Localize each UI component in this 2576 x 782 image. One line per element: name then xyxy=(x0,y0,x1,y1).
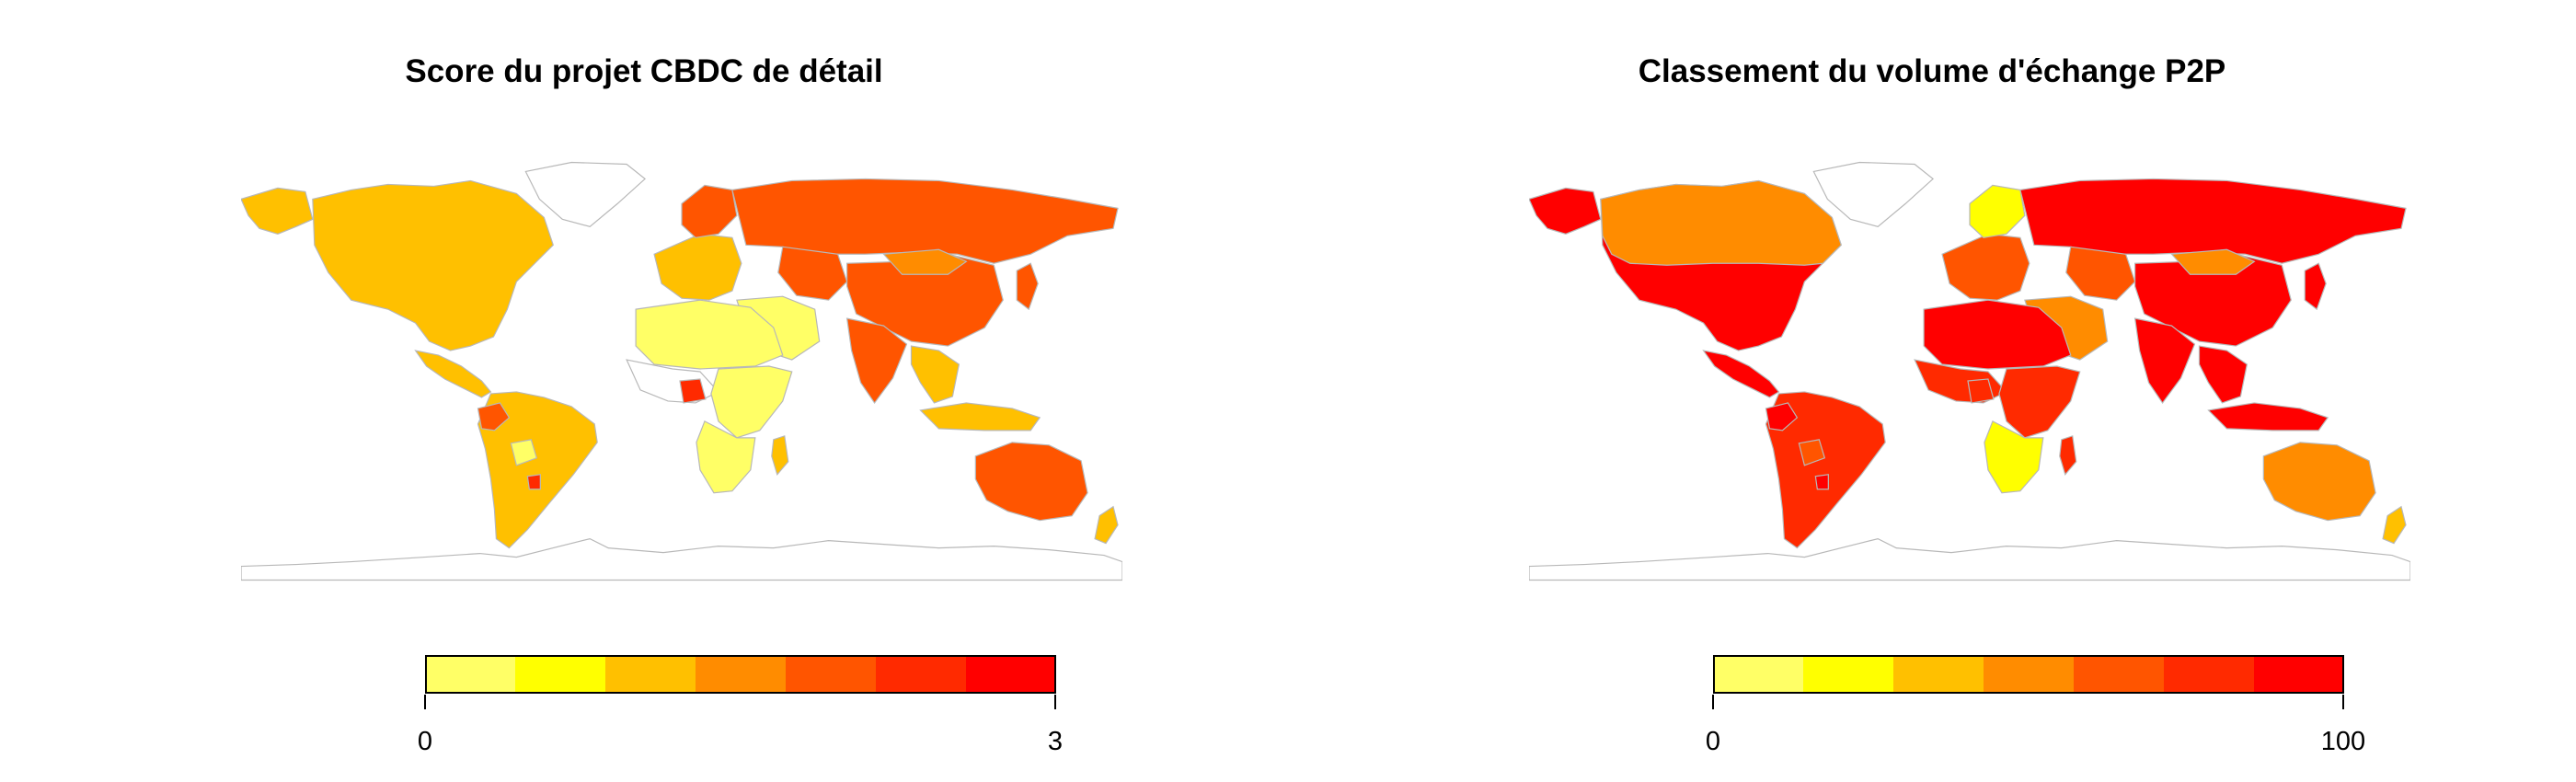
region-scandinavia xyxy=(1969,184,2026,238)
legend-swatch xyxy=(2254,655,2344,694)
region-nigeria xyxy=(679,378,707,404)
region-nigeria xyxy=(1967,378,1995,404)
region-central-asia xyxy=(777,246,848,301)
region-europe xyxy=(1941,233,2030,301)
legend-max-label: 3 xyxy=(1047,727,1064,756)
legend-swatch xyxy=(2074,655,2165,694)
region-india xyxy=(2133,317,2196,404)
legend-swatch xyxy=(515,655,606,694)
region-japan xyxy=(1016,262,1039,311)
region-europe xyxy=(653,233,742,301)
region-colombia-ecuador xyxy=(1765,402,1799,431)
region-new-zealand xyxy=(1094,505,1119,545)
legend-min-label: 0 xyxy=(417,727,433,756)
region-greenland xyxy=(524,161,647,227)
region-greenland xyxy=(1812,161,1935,227)
legend-swatch xyxy=(1893,655,1984,694)
color-legend-bar xyxy=(425,655,1056,694)
legend-tick-max xyxy=(2342,695,2344,709)
region-central-asia xyxy=(2065,246,2136,301)
legend-min-label: 0 xyxy=(1705,727,1721,756)
region-alaska xyxy=(241,187,314,235)
legend-border xyxy=(1713,655,2344,694)
region-colombia-ecuador xyxy=(477,402,511,431)
region-indonesia xyxy=(919,402,1041,431)
region-new-zealand xyxy=(2382,505,2407,545)
region-antarctica xyxy=(1529,537,2410,581)
region-alaska xyxy=(1529,187,1602,235)
world-map-svg xyxy=(1529,161,2410,581)
region-australia xyxy=(2262,442,2376,522)
legend-swatch xyxy=(2164,655,2255,694)
region-south-east-asia xyxy=(2198,345,2248,404)
region-india xyxy=(845,317,908,404)
map-title: Classement du volume d'échange P2P xyxy=(1638,53,2226,89)
region-mongolia xyxy=(882,248,968,275)
region-north-africa xyxy=(635,299,784,370)
region-uruguay xyxy=(526,474,541,490)
legend-swatch xyxy=(1803,655,1894,694)
region-central-america xyxy=(414,350,492,398)
region-south-america xyxy=(477,391,598,549)
legend-swatch xyxy=(966,655,1056,694)
region-japan xyxy=(2304,262,2327,311)
legend-swatch xyxy=(786,655,877,694)
color-legend-bar xyxy=(1713,655,2344,694)
world-map xyxy=(241,161,1122,586)
region-north-america xyxy=(312,179,554,351)
legend-swatch xyxy=(1984,655,2075,694)
legend-tick-min xyxy=(1712,695,1714,709)
region-scandinavia xyxy=(681,184,738,238)
region-uruguay xyxy=(1814,474,1829,490)
legend-swatch xyxy=(876,655,967,694)
region-south-america xyxy=(1765,391,1886,549)
map-panel-p2p: Classement du volume d'échange P2P 0 100 xyxy=(1288,0,2576,782)
legend-swatch xyxy=(1713,655,1804,694)
region-indonesia xyxy=(2207,402,2329,431)
legend-swatch xyxy=(425,655,516,694)
map-title: Score du projet CBDC de détail xyxy=(405,53,883,89)
region-madagascar xyxy=(2059,435,2077,476)
region-south-east-asia xyxy=(910,345,960,404)
legend-swatch xyxy=(605,655,696,694)
region-mongolia xyxy=(2170,248,2256,275)
legend-tick-min xyxy=(424,695,426,709)
region-antarctica xyxy=(241,537,1122,581)
region-bolivia xyxy=(510,439,538,466)
region-bolivia xyxy=(1798,439,1826,466)
region-east-africa xyxy=(1998,365,2081,439)
region-australia xyxy=(974,442,1088,522)
legend-tick-max xyxy=(1054,695,1056,709)
region-central-america xyxy=(1702,350,1780,398)
legend-border xyxy=(425,655,1056,694)
region-north-africa xyxy=(1923,299,2072,370)
region-southern-africa xyxy=(696,420,756,494)
legend-swatch xyxy=(696,655,787,694)
region-east-africa xyxy=(710,365,793,439)
region-canada xyxy=(1600,179,1842,266)
legend-max-label: 100 xyxy=(2320,727,2366,756)
world-map-svg xyxy=(241,161,1122,581)
world-map xyxy=(1529,161,2410,586)
region-southern-africa xyxy=(1984,420,2044,494)
region-madagascar xyxy=(771,435,789,476)
map-panel-cbdc: Score du projet CBDC de détail 0 3 xyxy=(241,53,1122,756)
